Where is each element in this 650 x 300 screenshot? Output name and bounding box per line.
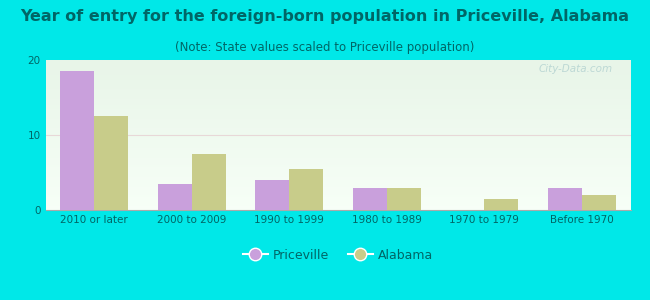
Bar bbox=[94, 116, 129, 210]
Bar bbox=[157, 184, 192, 210]
Bar bbox=[387, 188, 421, 210]
Text: (Note: State values scaled to Priceville population): (Note: State values scaled to Priceville… bbox=[176, 40, 474, 53]
Bar bbox=[582, 195, 616, 210]
Bar bbox=[289, 169, 324, 210]
Bar bbox=[60, 71, 94, 210]
Bar bbox=[547, 188, 582, 210]
Text: Year of entry for the foreign-born population in Priceville, Alabama: Year of entry for the foreign-born popul… bbox=[21, 9, 629, 24]
Bar bbox=[353, 188, 387, 210]
Bar bbox=[255, 180, 289, 210]
Bar bbox=[192, 154, 226, 210]
Legend: Priceville, Alabama: Priceville, Alabama bbox=[238, 244, 438, 267]
Text: City-Data.com: City-Data.com bbox=[539, 64, 613, 74]
Bar bbox=[484, 199, 519, 210]
